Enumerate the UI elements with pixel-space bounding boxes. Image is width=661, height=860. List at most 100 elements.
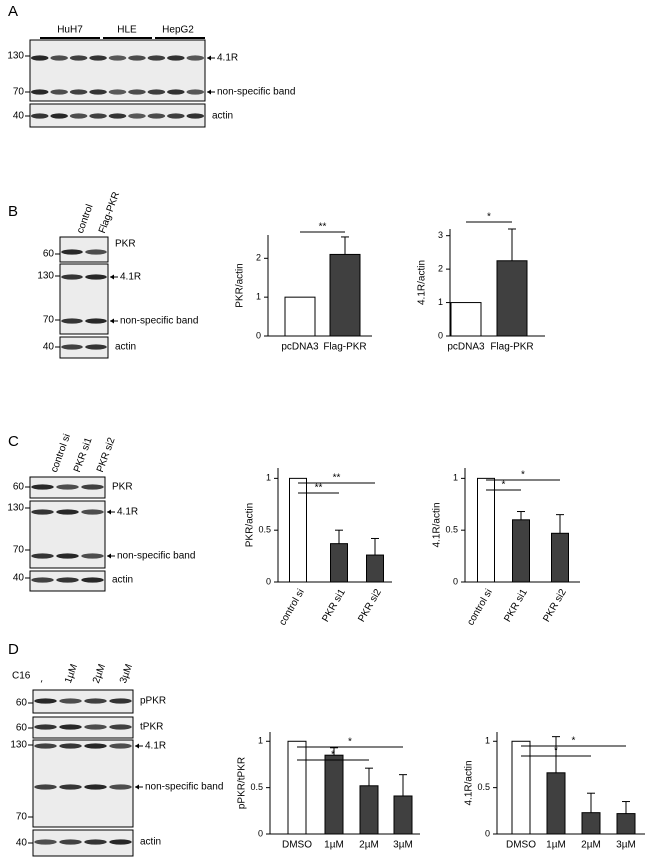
lane-label: control: [75, 203, 96, 235]
y-tick-label: 0: [453, 576, 458, 586]
band-label: actin: [112, 575, 133, 586]
lane-label: PKR si1: [72, 436, 95, 474]
blot: [32, 689, 134, 714]
y-axis-label: 4.1R/actin: [417, 260, 428, 305]
y-axis-label: pPKR/tPKR: [237, 757, 248, 809]
bar: [289, 477, 307, 583]
size-marker: 70: [16, 812, 28, 823]
y-axis-label: PKR/actin: [245, 503, 256, 547]
bar: [546, 772, 566, 835]
bar: [329, 253, 361, 337]
blot-band: [147, 55, 166, 61]
blot-band: [81, 577, 104, 583]
arrow-head: [207, 89, 211, 95]
bar: [330, 543, 348, 583]
arrow-head: [110, 274, 114, 280]
arrow-head: [110, 318, 114, 324]
panel-letter: C: [8, 433, 19, 450]
band-label: 4.1R: [145, 741, 166, 752]
band-label: tPKR: [140, 722, 163, 733]
blot: [32, 739, 134, 828]
blot-band: [109, 698, 132, 704]
blot-band: [61, 318, 83, 324]
x-tick-label: pcDNA3: [447, 342, 485, 353]
y-tick-label: 0.5: [477, 782, 490, 792]
size-marker: 70: [13, 87, 25, 98]
blot-band: [128, 55, 146, 61]
band-label: non-specific band: [120, 316, 198, 327]
blot-band: [85, 274, 107, 280]
blot-band: [89, 89, 107, 95]
blot-band: [59, 784, 82, 790]
blot-band: [34, 839, 57, 845]
bar: [512, 519, 530, 583]
y-tick-label: 2: [438, 264, 443, 274]
significance-label: *: [331, 750, 335, 761]
blot-band: [61, 249, 83, 255]
lane-group-label: HepG2: [162, 25, 194, 36]
y-axis-label: 4.1R/actin: [432, 502, 443, 547]
arrow-head: [135, 784, 139, 790]
size-marker: 130: [10, 740, 27, 751]
blot-band: [81, 484, 104, 490]
size-marker: 130: [7, 51, 24, 62]
band-label: 4.1R: [217, 53, 238, 64]
size-marker: 130: [7, 503, 24, 514]
blot-band: [109, 784, 132, 790]
x-tick-label: 1µM: [324, 840, 344, 851]
significance-label: **: [315, 483, 323, 494]
blot-band: [34, 784, 57, 790]
bar: [511, 740, 531, 835]
blot-band: [59, 743, 82, 749]
band-label: actin: [140, 837, 161, 848]
blot-band: [56, 484, 79, 490]
blot-band: [108, 55, 127, 61]
y-tick-label: 1: [258, 736, 263, 746]
size-marker: 70: [13, 545, 25, 556]
size-marker: 40: [16, 838, 28, 849]
x-tick-label: 2µM: [581, 840, 601, 851]
bar: [477, 477, 495, 583]
y-tick-label: 0: [258, 828, 263, 838]
blot-band: [128, 113, 146, 119]
y-tick-label: 3: [438, 230, 443, 240]
blot-band: [59, 724, 82, 730]
blot-band: [84, 839, 107, 845]
bar: [581, 812, 601, 835]
significance-label: *: [487, 212, 491, 223]
bar: [284, 296, 316, 337]
band-label: 4.1R: [120, 272, 141, 283]
x-tick-label: control si: [277, 587, 307, 627]
lane-label: 2µM: [91, 663, 108, 685]
blot-band: [167, 55, 185, 61]
blot-band: [34, 743, 57, 749]
blot-band: [167, 113, 185, 119]
blot-band: [147, 89, 166, 95]
lane-label: 3µM: [118, 663, 135, 685]
panel-letter: A: [8, 3, 18, 20]
size-marker: 40: [13, 573, 25, 584]
bar: [359, 785, 379, 835]
blot-band: [89, 113, 107, 119]
blot-band: [69, 113, 88, 119]
blot-band: [61, 274, 83, 280]
blot-band: [56, 509, 79, 515]
significance-label: *: [521, 470, 525, 481]
band-label: non-specific band: [145, 782, 223, 793]
treatment-label: C16: [12, 671, 31, 682]
y-tick-label: 1: [256, 292, 261, 302]
significance-label: *: [572, 736, 576, 747]
x-tick-label: 2µM: [359, 840, 379, 851]
blot-band: [85, 318, 107, 324]
blot-band: [167, 89, 185, 95]
band-label: non-specific band: [117, 551, 195, 562]
blot-band: [30, 89, 49, 95]
bar: [616, 813, 636, 835]
x-tick-label: Flag-PKR: [490, 342, 533, 353]
blot-band: [61, 344, 83, 350]
bar: [287, 740, 307, 835]
size-marker: 60: [13, 482, 25, 493]
y-tick-label: 0: [485, 828, 490, 838]
arrow-head: [107, 553, 111, 559]
